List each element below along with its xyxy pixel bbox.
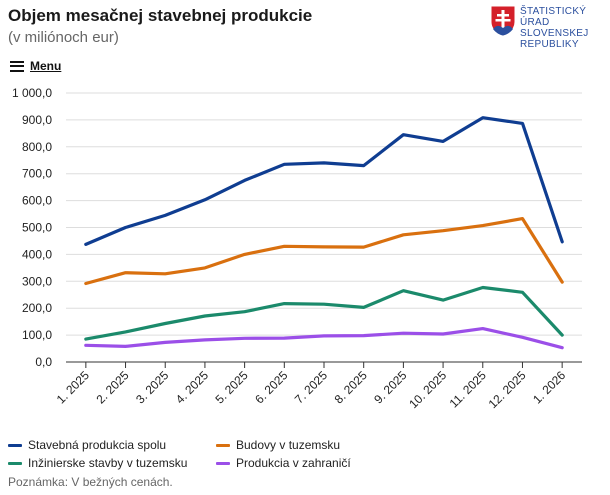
logo-line: REPUBLIKY: [520, 39, 579, 50]
legend-label: Stavebná produkcia spolu: [28, 438, 167, 452]
y-tick-label: 0,0: [35, 355, 52, 369]
legend-swatch: [216, 443, 230, 447]
chart-legend: Stavebná produkcia spolu Budovy v tuzems…: [8, 437, 448, 471]
chart-subtitle: (v miliónoch eur): [8, 29, 119, 46]
legend-label: Inžinierske stavby v tuzemsku: [28, 456, 188, 470]
legend-item-stavebna-produkcia-spolu[interactable]: Stavebná produkcia spolu: [8, 437, 216, 453]
slovak-coat-of-arms-icon: [490, 5, 516, 37]
legend-item-inzinierske-stavby-v-tuzemsku[interactable]: Inžinierske stavby v tuzemsku: [8, 455, 216, 471]
y-tick-label: 800,0: [22, 140, 52, 154]
x-tick-label: 8. 2025: [332, 368, 370, 406]
legend-swatch: [216, 461, 230, 465]
series-line: [84, 285, 564, 341]
menu-button[interactable]: Menu: [10, 58, 61, 74]
y-tick-label: 500,0: [22, 221, 52, 235]
y-tick-label: 400,0: [22, 247, 52, 261]
logo-line: SLOVENSKEJ: [520, 28, 589, 39]
statistical-office-logo[interactable]: ŠTATISTICKÝ ÚRAD SLOVENSKEJ REPUBLIKY: [490, 5, 608, 57]
x-tick-label: 6. 2025: [252, 368, 290, 406]
legend-item-budovy-v-tuzemsku[interactable]: Budovy v tuzemsku: [216, 437, 436, 453]
logo-line: ÚRAD: [520, 17, 550, 28]
y-tick-label: 1 000,0: [12, 86, 52, 100]
chart-title: Objem mesačnej stavebnej produkcie: [8, 6, 313, 25]
y-tick-label: 300,0: [22, 274, 52, 288]
menu-label: Menu: [30, 59, 62, 73]
legend-swatch: [8, 461, 22, 465]
x-tick-label: 10. 2025: [406, 368, 449, 411]
x-tick-label: 1. 2025: [54, 368, 92, 406]
x-tick-label: 7. 2025: [292, 368, 330, 406]
x-tick-label: 4. 2025: [173, 368, 211, 406]
x-tick-label: 2. 2025: [93, 368, 131, 406]
legend-label: Produkcia v zahraničí: [236, 456, 351, 470]
x-tick-label: 9. 2025: [371, 368, 409, 406]
logo-line: ŠTATISTICKÝ: [520, 6, 587, 17]
x-tick-label: 1. 2026: [530, 368, 568, 406]
legend-item-produkcia-v-zahranici[interactable]: Produkcia v zahraničí: [216, 455, 436, 471]
y-tick-label: 100,0: [22, 328, 52, 342]
legend-swatch: [8, 443, 22, 447]
series-line: [84, 116, 564, 246]
y-tick-label: 600,0: [22, 194, 52, 208]
y-tick-label: 200,0: [22, 301, 52, 315]
x-tick-label: 12. 2025: [486, 368, 529, 411]
x-tick-label: 11. 2025: [447, 368, 490, 411]
hamburger-menu-icon: [10, 60, 24, 72]
series-line: [84, 327, 564, 350]
legend-label: Budovy v tuzemsku: [236, 438, 341, 452]
y-tick-label: 900,0: [22, 113, 52, 127]
x-tick-label: 3. 2025: [133, 368, 171, 406]
y-tick-label: 700,0: [22, 167, 52, 181]
chart-note: Poznámka: V bežných cenách.: [8, 475, 173, 489]
series-line: [84, 217, 564, 286]
x-tick-label: 5. 2025: [213, 368, 251, 406]
logo-text: ŠTATISTICKÝ ÚRAD SLOVENSKEJ REPUBLIKY: [520, 6, 589, 50]
